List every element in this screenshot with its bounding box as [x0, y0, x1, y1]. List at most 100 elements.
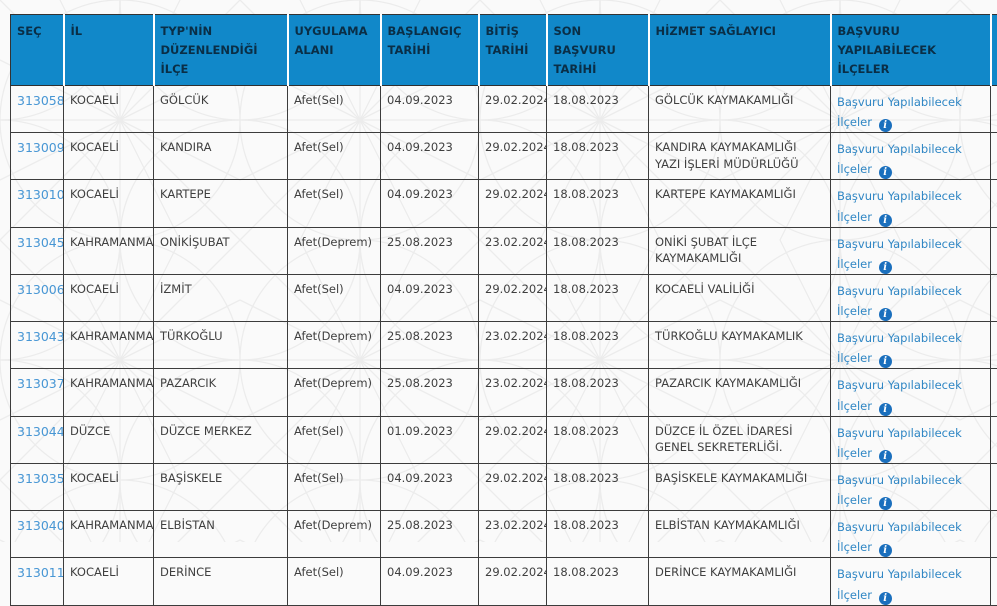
announcement-id-link[interactable]: 313037	[17, 376, 64, 391]
applicable-districts-link[interactable]: Başvuru Yapılabilecek İlçeler i	[837, 139, 984, 179]
cell-hizmet-saglayici: KARTEPE KAYMAKAMLIĞI	[649, 180, 831, 227]
header-ilce: TYP'NİN DÜZENLENDİĞİ İLÇE	[154, 15, 288, 86]
cell-cutoff	[991, 180, 997, 227]
cell-uygulama-alani: Afet(Sel)	[288, 180, 381, 227]
cell-cutoff	[991, 369, 997, 416]
cell-bitis-tarihi: 23.02.2024	[479, 227, 547, 274]
table-header: SEÇ İL TYP'NİN DÜZENLENDİĞİ İLÇE UYGULAM…	[11, 15, 997, 86]
announcement-id-link[interactable]: 313044	[17, 424, 64, 439]
applicable-districts-link[interactable]: Başvuru Yapılabilecek İlçeler i	[837, 470, 984, 510]
applicable-districts-link[interactable]: Başvuru Yapılabilecek İlçeler i	[837, 564, 984, 604]
table-row: 313037 KAHRAMANMARAŞ PAZARCIK Afet(Depre…	[11, 369, 997, 416]
info-icon: i	[879, 544, 892, 557]
cell-hizmet-saglayici: GÖLCÜK KAYMAKAMLIĞI	[649, 85, 831, 132]
cell-sec: 313037	[11, 369, 64, 416]
cell-il: KOCAELİ	[64, 85, 154, 132]
cell-cutoff	[991, 322, 997, 369]
cell-son-basvuru-tarihi: 18.08.2023	[547, 180, 649, 227]
cell-ilce: GÖLCÜK	[154, 85, 288, 132]
header-sec: SEÇ	[11, 15, 64, 86]
cell-ilce: DÜZCE MERKEZ	[154, 416, 288, 463]
table-row: 313040 KAHRAMANMARAŞ ELBİSTAN Afet(Depre…	[11, 511, 997, 558]
cell-uygulama-alani: Afet(Deprem)	[288, 227, 381, 274]
cell-hizmet-saglayici: ONİKİ ŞUBAT İLÇE KAYMAKAMLIĞI	[649, 227, 831, 274]
info-icon: i	[879, 450, 892, 463]
applicable-districts-link-label: Başvuru Yapılabilecek İlçeler	[837, 142, 962, 176]
cell-bitis-tarihi: 29.02.2024	[479, 416, 547, 463]
announcement-id-link[interactable]: 313011	[17, 565, 64, 580]
cell-bitis-tarihi: 29.02.2024	[479, 463, 547, 510]
announcement-id-link[interactable]: 313035	[17, 471, 64, 486]
table-row: 313045 KAHRAMANMARAŞ ONİKİŞUBAT Afet(Dep…	[11, 227, 997, 274]
info-icon: i	[879, 119, 892, 132]
cell-basvuru-ilceler: Başvuru Yapılabilecek İlçeler i	[831, 85, 991, 132]
applicable-districts-link[interactable]: Başvuru Yapılabilecek İlçeler i	[837, 328, 984, 368]
cell-bitis-tarihi: 29.02.2024	[479, 274, 547, 321]
cell-basvuru-ilceler: Başvuru Yapılabilecek İlçeler i	[831, 463, 991, 510]
announcement-id-link[interactable]: 313009	[17, 140, 64, 155]
announcement-id-link[interactable]: 313045	[17, 235, 64, 250]
applicable-districts-link-label: Başvuru Yapılabilecek İlçeler	[837, 237, 962, 271]
header-uygulama-alani: UYGULAMA ALANI	[288, 15, 381, 86]
cell-basvuru-ilceler: Başvuru Yapılabilecek İlçeler i	[831, 416, 991, 463]
cell-sec: 313044	[11, 416, 64, 463]
cell-basvuru-ilceler: Başvuru Yapılabilecek İlçeler i	[831, 133, 991, 180]
announcement-id-link[interactable]: 313040	[17, 518, 64, 533]
cell-sec: 313045	[11, 227, 64, 274]
header-cutoff-column	[991, 15, 997, 86]
cell-cutoff	[991, 511, 997, 558]
announcement-id-link[interactable]: 313010	[17, 187, 64, 202]
cell-basvuru-ilceler: Başvuru Yapılabilecek İlçeler i	[831, 369, 991, 416]
announcement-id-link[interactable]: 313006	[17, 282, 64, 297]
applicable-districts-link-label: Başvuru Yapılabilecek İlçeler	[837, 520, 962, 554]
header-bitis-tarihi: BİTİŞ TARİHİ	[479, 15, 547, 86]
typ-announcements-table-wrap: SEÇ İL TYP'NİN DÜZENLENDİĞİ İLÇE UYGULAM…	[10, 14, 997, 606]
header-il: İL	[64, 15, 154, 86]
cell-cutoff	[991, 558, 997, 605]
cell-uygulama-alani: Afet(Sel)	[288, 463, 381, 510]
cell-baslangic-tarihi: 25.08.2023	[381, 322, 479, 369]
cell-ilce: ONİKİŞUBAT	[154, 227, 288, 274]
table-row: 313035 KOCAELİ BAŞİSKELE Afet(Sel) 04.09…	[11, 463, 997, 510]
applicable-districts-link[interactable]: Başvuru Yapılabilecek İlçeler i	[837, 375, 984, 415]
cell-baslangic-tarihi: 04.09.2023	[381, 85, 479, 132]
cell-cutoff	[991, 416, 997, 463]
cell-hizmet-saglayici: BAŞİSKELE KAYMAKAMLIĞI	[649, 463, 831, 510]
cell-uygulama-alani: Afet(Sel)	[288, 416, 381, 463]
cell-hizmet-saglayici: DÜZCE İL ÖZEL İDARESİ GENEL SEKRETERLİĞİ…	[649, 416, 831, 463]
applicable-districts-link[interactable]: Başvuru Yapılabilecek İlçeler i	[837, 234, 984, 274]
info-icon: i	[879, 592, 892, 605]
table-row: 313058 KOCAELİ GÖLCÜK Afet(Sel) 04.09.20…	[11, 85, 997, 132]
info-icon: i	[879, 403, 892, 416]
table-row: 313043 KAHRAMANMARAŞ TÜRKOĞLU Afet(Depre…	[11, 322, 997, 369]
cell-son-basvuru-tarihi: 18.08.2023	[547, 416, 649, 463]
applicable-districts-link[interactable]: Başvuru Yapılabilecek İlçeler i	[837, 92, 984, 132]
cell-ilce: KARTEPE	[154, 180, 288, 227]
cell-sec: 313006	[11, 274, 64, 321]
cell-uygulama-alani: Afet(Sel)	[288, 274, 381, 321]
applicable-districts-link[interactable]: Başvuru Yapılabilecek İlçeler i	[837, 423, 984, 463]
cell-son-basvuru-tarihi: 18.08.2023	[547, 463, 649, 510]
header-hizmet-saglayici: HİZMET SAĞLAYICI	[649, 15, 831, 86]
applicable-districts-link[interactable]: Başvuru Yapılabilecek İlçeler i	[837, 517, 984, 557]
applicable-districts-link[interactable]: Başvuru Yapılabilecek İlçeler i	[837, 186, 984, 226]
cell-ilce: DERİNCE	[154, 558, 288, 605]
cell-baslangic-tarihi: 25.08.2023	[381, 227, 479, 274]
cell-ilce: İZMİT	[154, 274, 288, 321]
cell-baslangic-tarihi: 04.09.2023	[381, 558, 479, 605]
cell-ilce: PAZARCIK	[154, 369, 288, 416]
cell-ilce: KANDIRA	[154, 133, 288, 180]
applicable-districts-link-label: Başvuru Yapılabilecek İlçeler	[837, 378, 962, 412]
announcement-id-link[interactable]: 313058	[17, 93, 64, 108]
header-baslangic-tarihi: BAŞLANGIÇ TARİHİ	[381, 15, 479, 86]
cell-uygulama-alani: Afet(Deprem)	[288, 369, 381, 416]
applicable-districts-link[interactable]: Başvuru Yapılabilecek İlçeler i	[837, 281, 984, 321]
cell-uygulama-alani: Afet(Deprem)	[288, 511, 381, 558]
cell-baslangic-tarihi: 25.08.2023	[381, 369, 479, 416]
typ-announcements-table: SEÇ İL TYP'NİN DÜZENLENDİĞİ İLÇE UYGULAM…	[10, 14, 997, 606]
announcement-id-link[interactable]: 313043	[17, 329, 64, 344]
info-icon: i	[879, 497, 892, 510]
info-icon: i	[879, 355, 892, 368]
cell-basvuru-ilceler: Başvuru Yapılabilecek İlçeler i	[831, 558, 991, 605]
table-row: 313010 KOCAELİ KARTEPE Afet(Sel) 04.09.2…	[11, 180, 997, 227]
